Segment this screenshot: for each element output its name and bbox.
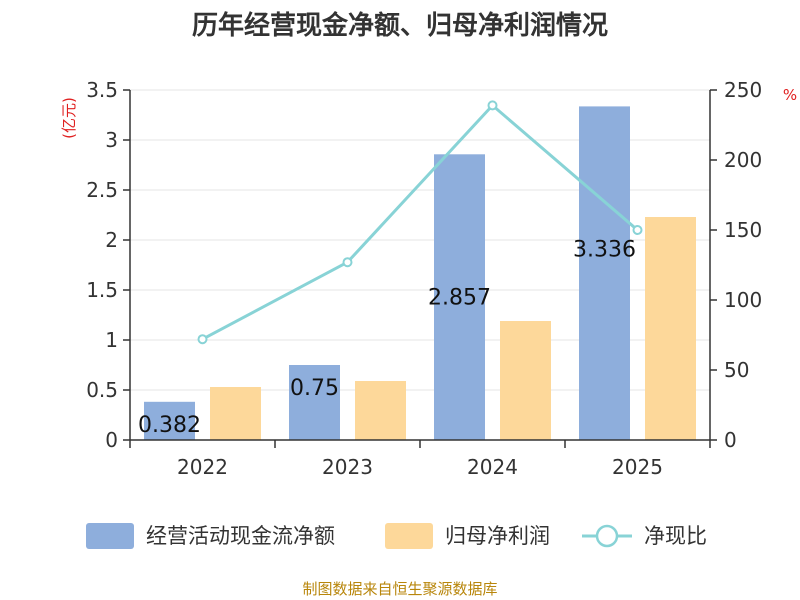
axes: 0 0.5 1 1.5 2 2.5 3 3.5 0 50 100 150 200 250 2022 2023 2…: [86, 78, 762, 479]
data-label-cashflow: 2.857: [428, 285, 491, 310]
data-label-cashflow: 0.382: [138, 413, 201, 438]
x-tick-label: 2023: [322, 455, 373, 479]
y-right-tick-label: 200: [724, 148, 762, 172]
y-left-tick-label: 3: [105, 128, 118, 152]
data-label-cashflow: 0.75: [290, 376, 339, 401]
legend-label-ratio: 净现比: [644, 524, 707, 548]
x-tick-label: 2025: [612, 455, 663, 479]
y-left-tick-label: 2: [105, 228, 118, 252]
legend-swatch-cashflow: [86, 523, 134, 549]
ratio-point: [342, 257, 353, 268]
chart-title: 历年经营现金净额、归母净利润情况: [192, 10, 608, 41]
y-right-tick-label: 50: [724, 358, 749, 382]
y-right-tick-label: 0: [724, 428, 737, 452]
legend-label-netprofit: 归母净利润: [445, 524, 550, 548]
source-note: 制图数据来自恒生聚源数据库: [302, 580, 497, 598]
y-right-unit: %: [783, 86, 797, 104]
y-right-tick-label: 150: [724, 218, 762, 242]
y-left-unit: (亿元): [60, 97, 78, 139]
data-labels: 0.382 0.75 2.857 3.336: [138, 237, 636, 437]
ratio-point: [487, 100, 498, 111]
y-left-tick-label: 0.5: [86, 378, 118, 402]
bar-netprofit: [355, 381, 406, 440]
x-tick-label: 2024: [467, 455, 518, 479]
y-left-tick-label: 1.5: [86, 278, 118, 302]
y-left-tick-label: 3.5: [86, 78, 118, 102]
ratio-line-path: [201, 103, 639, 341]
bar-cashflow: [289, 365, 340, 440]
data-label-cashflow: 3.336: [573, 237, 636, 262]
legend: 经营活动现金流净额 归母净利润 净现比: [86, 523, 707, 549]
ratio-line: [197, 100, 643, 345]
bar-cashflow: [144, 401, 195, 440]
x-tick-label: 2022: [177, 455, 228, 479]
bar-cashflow: [579, 106, 630, 441]
bar-netprofit: [210, 387, 261, 440]
y-right-tick-label: 250: [724, 78, 762, 102]
ratio-point: [197, 334, 208, 345]
y-right-tick-label: 100: [724, 288, 762, 312]
legend-marker-ratio: [595, 524, 619, 548]
legend-label-cashflow: 经营活动现金流净额: [146, 524, 335, 548]
legend-swatch-netprofit: [385, 523, 433, 549]
ratio-point: [632, 225, 643, 235]
y-left-tick-label: 0: [105, 428, 118, 452]
y-left-tick-label: 2.5: [86, 178, 118, 202]
bar-netprofit: [500, 321, 551, 440]
y-left-tick-label: 1: [105, 328, 118, 352]
bars: [144, 106, 696, 441]
grid: [130, 89, 710, 391]
bar-netprofit: [645, 217, 696, 440]
bar-cashflow: [434, 154, 485, 441]
